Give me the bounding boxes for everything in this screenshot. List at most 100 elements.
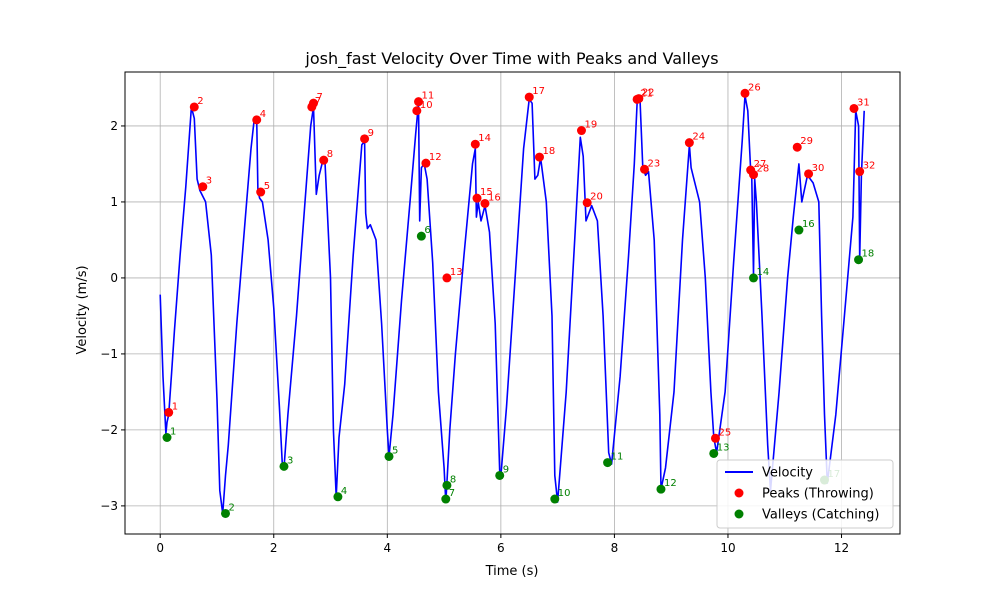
valley-point <box>656 484 666 494</box>
peak-point <box>640 164 650 174</box>
peak-label: 8 <box>327 149 333 160</box>
chart-title: josh_fast Velocity Over Time with Peaks … <box>304 49 718 69</box>
x-axis-label: Time (s) <box>485 564 539 579</box>
y-tick-label: 0 <box>110 271 118 285</box>
valley-point <box>709 448 719 458</box>
valley-label: 2 <box>228 502 234 513</box>
peak-label: 10 <box>420 100 433 111</box>
peak-label: 31 <box>857 97 870 108</box>
legend: Velocity Peaks (Throwing) Valleys (Catchin… <box>716 459 894 529</box>
y-tick-label: −1 <box>100 347 118 361</box>
peak-label: 5 <box>264 181 270 192</box>
peak-point <box>740 88 750 98</box>
peak-label: 9 <box>368 128 374 139</box>
peak-label: 28 <box>757 164 770 175</box>
peak-point <box>360 134 370 144</box>
x-tick-label: 6 <box>497 541 505 555</box>
peak-label: 27 <box>754 159 767 170</box>
x-tick-label: 12 <box>834 541 849 555</box>
legend-box <box>716 459 894 529</box>
velocity-line <box>159 94 865 515</box>
valley-label: 14 <box>757 267 770 278</box>
y-tick-label: −2 <box>100 423 118 437</box>
valley-label: 1 <box>170 426 176 437</box>
valley-label: 7 <box>449 488 455 499</box>
peak-label: 12 <box>429 152 442 163</box>
legend-velocity-label: Velocity <box>762 466 813 481</box>
valley-label: 10 <box>558 488 571 499</box>
valley-point <box>794 225 804 235</box>
valley-label: 8 <box>450 474 456 485</box>
peak-point <box>412 106 422 116</box>
legend-peaks-label: Peaks (Throwing) <box>762 487 874 502</box>
peak-label: 22 <box>642 88 655 99</box>
peak-label: 16 <box>488 192 501 203</box>
peak-label: 26 <box>748 82 761 93</box>
x-tick-label: 4 <box>383 541 391 555</box>
valley-point <box>279 461 289 471</box>
peak-point <box>710 433 720 443</box>
valley-label: 13 <box>717 442 730 453</box>
peak-label: 15 <box>480 187 493 198</box>
peak-label: 4 <box>260 109 266 120</box>
valley-label: 11 <box>611 452 624 463</box>
peak-label: 24 <box>692 132 705 143</box>
valley-point <box>333 492 343 502</box>
x-tick-label: 10 <box>720 541 735 555</box>
peak-label: 18 <box>542 146 555 157</box>
valley-label: 9 <box>503 464 509 475</box>
y-tick-label: 2 <box>110 119 118 133</box>
legend-valleys-label: Valleys (Catching) <box>762 508 879 523</box>
peak-label: 14 <box>478 133 491 144</box>
peak-point <box>252 115 262 125</box>
valley-point <box>603 458 613 468</box>
peak-point <box>470 139 480 149</box>
peak-label: 30 <box>812 163 825 174</box>
valley-point <box>442 480 452 490</box>
peak-label: 7 <box>315 96 321 107</box>
y-axis-label: Velocity (m/s) <box>75 265 90 354</box>
peak-point <box>308 98 318 108</box>
peak-point <box>749 170 759 180</box>
valley-point <box>749 273 759 283</box>
valley-label: 18 <box>862 249 875 260</box>
peak-point <box>198 182 208 192</box>
valley-label: 3 <box>287 455 293 466</box>
peak-point <box>792 142 802 152</box>
valley-label: 5 <box>392 445 398 456</box>
peak-point <box>534 152 544 162</box>
x-tick-label: 2 <box>270 541 278 555</box>
plot-frame <box>124 71 901 535</box>
valley-label: 16 <box>802 219 815 230</box>
y-tick-label: −3 <box>100 499 118 513</box>
peak-point <box>480 198 490 208</box>
peak-label: 11 <box>422 91 435 102</box>
peak-point <box>634 94 644 104</box>
peak-point <box>472 193 482 203</box>
valley-label: 6 <box>424 225 430 236</box>
valley-label: 4 <box>341 486 347 497</box>
peak-label: 17 <box>532 86 545 97</box>
peak-point <box>164 407 174 417</box>
peak-point <box>804 169 814 179</box>
peak-point <box>256 187 266 197</box>
peak-label: 25 <box>718 427 731 438</box>
x-tick-label: 0 <box>156 541 164 555</box>
peak-point <box>849 103 859 113</box>
valley-label: 12 <box>664 478 677 489</box>
peak-point <box>414 97 424 107</box>
peak-label: 13 <box>450 267 463 278</box>
peak-point <box>319 155 329 165</box>
grid <box>125 72 900 534</box>
x-tick-label: 8 <box>611 541 619 555</box>
valley-point <box>441 494 451 504</box>
valley-point <box>162 432 172 442</box>
peak-label: 2 <box>197 96 203 107</box>
peak-point <box>582 198 592 208</box>
peak-point <box>576 126 586 136</box>
peak-label: 3 <box>206 176 212 187</box>
peak-label: 32 <box>863 161 876 172</box>
valley-point <box>384 451 394 461</box>
